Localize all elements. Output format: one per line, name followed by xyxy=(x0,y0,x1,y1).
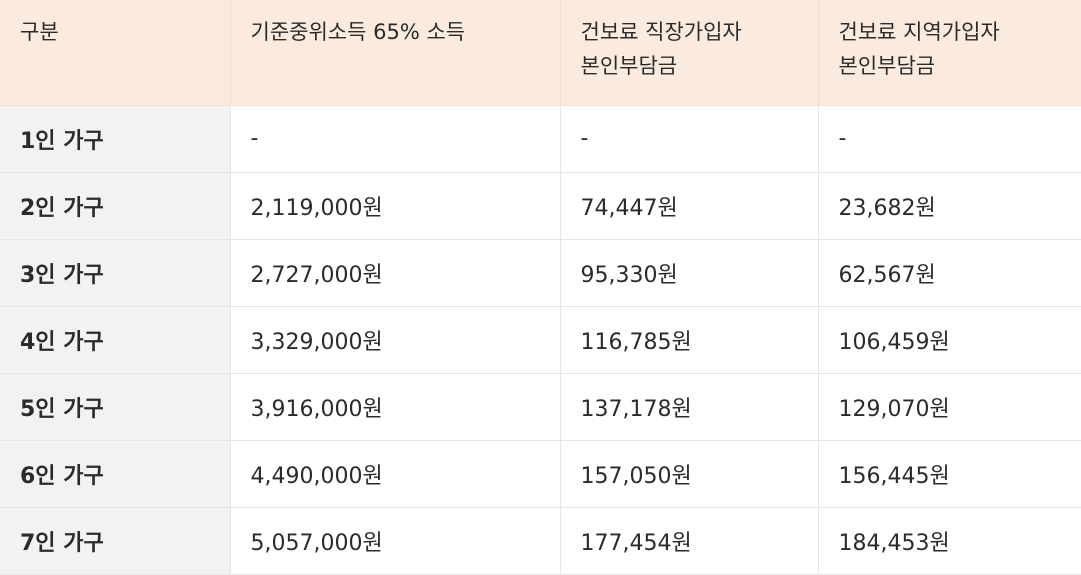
header-median-income-65: 기준중위소득 65% 소득 xyxy=(230,0,561,106)
table-row: 5인 가구 3,916,000원 137,178원 129,070원 xyxy=(0,373,1081,441)
regional-copay-cell: 129,070원 xyxy=(818,373,1081,441)
employee-copay-cell: 74,447원 xyxy=(560,172,819,240)
table-header: 구분 기준중위소득 65% 소득 건보료 직장가입자 본인부담금 건보료 지역가… xyxy=(0,0,1081,106)
header-employee-insured-line2: 본인부담금 xyxy=(580,54,678,78)
table-body: 1인 가구 - - - 2인 가구 2,119,000원 74,447원 23,… xyxy=(0,105,1081,575)
household-size-cell: 3인 가구 xyxy=(0,239,231,307)
regional-copay-cell: 184,453원 xyxy=(818,507,1081,575)
table-row: 2인 가구 2,119,000원 74,447원 23,682원 xyxy=(0,172,1081,240)
household-size-cell: 7인 가구 xyxy=(0,507,231,575)
employee-copay-cell: - xyxy=(560,105,819,173)
table-row: 6인 가구 4,490,000원 157,050원 156,445원 xyxy=(0,440,1081,508)
table-row: 7인 가구 5,057,000원 177,454원 184,453원 xyxy=(0,507,1081,575)
header-regional-insured-line2: 본인부담금 xyxy=(838,54,936,78)
table-row: 4인 가구 3,329,000원 116,785원 106,459원 xyxy=(0,306,1081,374)
employee-copay-cell: 95,330원 xyxy=(560,239,819,307)
header-regional-insured-line1: 건보료 지역가입자 xyxy=(838,20,1000,44)
household-size-cell: 6인 가구 xyxy=(0,440,231,508)
employee-copay-cell: 137,178원 xyxy=(560,373,819,441)
household-size-cell: 4인 가구 xyxy=(0,306,231,374)
header-median-income-label: 기준중위소득 65% 소득 xyxy=(250,20,466,44)
median-income-cell: 3,329,000원 xyxy=(230,306,561,374)
household-size-cell: 1인 가구 xyxy=(0,105,231,173)
household-size-cell: 2인 가구 xyxy=(0,172,231,240)
header-category: 구분 xyxy=(0,0,231,106)
header-category-label: 구분 xyxy=(20,20,59,44)
header-regional-insured: 건보료 지역가입자 본인부담금 xyxy=(818,0,1081,106)
regional-copay-cell: 106,459원 xyxy=(818,306,1081,374)
median-income-cell: 4,490,000원 xyxy=(230,440,561,508)
median-income-cell: - xyxy=(230,105,561,173)
header-row: 구분 기준중위소득 65% 소득 건보료 직장가입자 본인부담금 건보료 지역가… xyxy=(0,0,1081,106)
household-size-cell: 5인 가구 xyxy=(0,373,231,441)
median-income-cell: 5,057,000원 xyxy=(230,507,561,575)
header-employee-insured-line1: 건보료 직장가입자 xyxy=(580,20,742,44)
median-income-cell: 2,119,000원 xyxy=(230,172,561,240)
median-income-cell: 2,727,000원 xyxy=(230,239,561,307)
employee-copay-cell: 157,050원 xyxy=(560,440,819,508)
table-row: 1인 가구 - - - xyxy=(0,105,1081,173)
median-income-cell: 3,916,000원 xyxy=(230,373,561,441)
employee-copay-cell: 177,454원 xyxy=(560,507,819,575)
table-row: 3인 가구 2,727,000원 95,330원 62,567원 xyxy=(0,239,1081,307)
regional-copay-cell: 23,682원 xyxy=(818,172,1081,240)
header-employee-insured: 건보료 직장가입자 본인부담금 xyxy=(560,0,819,106)
regional-copay-cell: 156,445원 xyxy=(818,440,1081,508)
employee-copay-cell: 116,785원 xyxy=(560,306,819,374)
regional-copay-cell: 62,567원 xyxy=(818,239,1081,307)
regional-copay-cell: - xyxy=(818,105,1081,173)
